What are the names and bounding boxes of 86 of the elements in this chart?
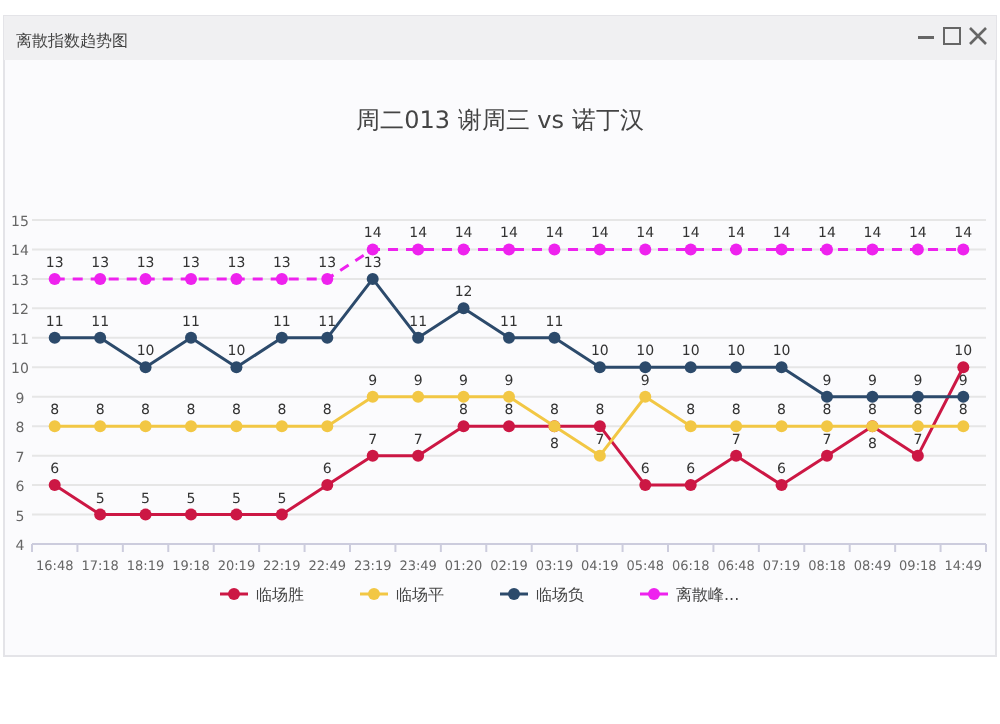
point [548,331,561,344]
point [366,272,379,285]
point [185,420,197,433]
point [775,479,788,492]
point [911,243,924,256]
point [730,361,743,374]
point [275,420,288,433]
point [321,479,334,492]
point [48,420,61,433]
point [957,420,970,433]
point [457,420,470,433]
point [139,361,152,374]
point [412,243,425,256]
point [503,331,515,344]
point [366,449,379,462]
point [457,302,470,315]
point [684,243,697,256]
point [684,479,697,492]
point [911,420,924,433]
point [639,243,652,256]
point [730,420,743,433]
point [230,272,243,285]
point [593,361,606,374]
point [866,243,879,256]
point [821,243,833,256]
point [821,449,833,462]
point [94,272,107,285]
point [48,331,61,344]
point [321,331,334,344]
point [593,449,606,462]
point [139,508,152,521]
point [48,272,61,285]
point [412,390,425,403]
point [957,361,970,374]
point [593,243,606,256]
point [139,420,152,433]
point [866,390,879,403]
point [639,390,652,403]
point [730,449,743,462]
point [593,420,606,433]
legend-label: 离散峰... [676,586,740,604]
legend-label: 临场平 [396,586,444,604]
point [275,331,288,344]
point [503,420,515,433]
legend-label: 临场胜 [256,586,304,604]
point [366,390,379,403]
point [684,361,697,374]
point [230,420,243,433]
point [639,361,652,374]
legend-label: 临场负 [536,586,584,604]
point [730,243,743,256]
point [230,361,243,374]
point [275,272,288,285]
point [548,243,561,256]
point [48,479,61,492]
point [321,272,334,285]
point [503,390,515,403]
point [775,361,788,374]
point [185,331,197,344]
point [911,390,924,403]
point [94,331,107,344]
point [139,272,152,285]
point [412,449,425,462]
point [503,243,515,256]
point [94,420,107,433]
point [185,508,197,521]
point [821,390,833,403]
point [775,420,788,433]
point [366,243,379,256]
point [639,479,652,492]
point [957,243,970,256]
point [321,420,334,433]
chart-title: 周二013 谢周三 vs 诺丁汉 [356,106,644,134]
point [911,449,924,462]
point [457,390,470,403]
point [94,508,107,521]
point [275,508,288,521]
point [412,331,425,344]
point [230,508,243,521]
point [957,390,970,403]
chart-subtitle: 离散指数趋势图 [16,32,128,50]
point [775,243,788,256]
point [185,272,197,285]
point [457,243,470,256]
point [821,420,833,433]
point [684,420,697,433]
